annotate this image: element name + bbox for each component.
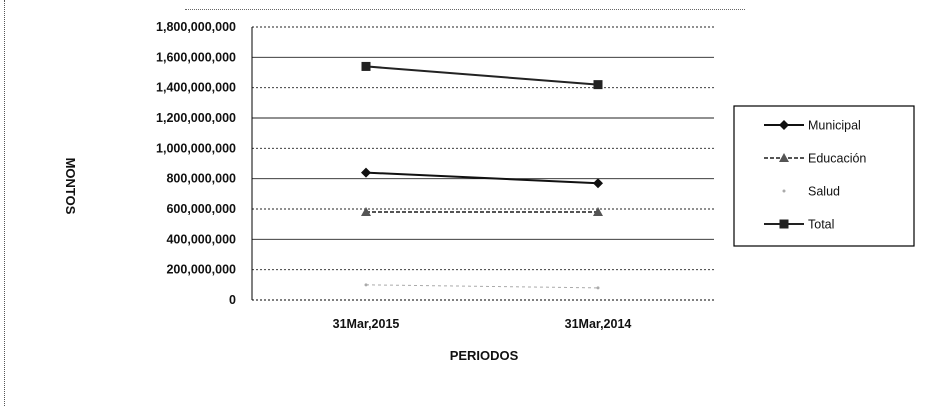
data-point-diamond bbox=[361, 167, 371, 178]
legend-item: Total bbox=[764, 218, 834, 232]
left-border bbox=[4, 0, 6, 406]
y-tick-label: 800,000,000 bbox=[166, 172, 236, 186]
legend-label: Educación bbox=[808, 152, 866, 166]
y-tick-label: 600,000,000 bbox=[166, 202, 236, 216]
data-point-diamond bbox=[593, 178, 603, 189]
y-tick-label: 400,000,000 bbox=[166, 232, 236, 246]
series-line bbox=[365, 284, 599, 289]
series-educacin bbox=[361, 207, 603, 217]
data-point-square bbox=[779, 219, 789, 229]
legend-label: Total bbox=[808, 218, 834, 232]
y-tick-label: 1,800,000,000 bbox=[156, 20, 236, 34]
data-point-square bbox=[593, 80, 603, 90]
y-tick-label: 1,600,000,000 bbox=[156, 50, 236, 64]
series-line bbox=[365, 65, 599, 86]
data-point-diamond bbox=[779, 120, 789, 130]
series-salud bbox=[364, 283, 600, 290]
data-point-triangle bbox=[593, 207, 603, 217]
y-axis-title: MONTOS bbox=[63, 158, 78, 215]
x-tick-label: 31Mar,2014 bbox=[565, 317, 632, 331]
x-axis-title: PERIODOS bbox=[450, 348, 519, 363]
series-line bbox=[365, 171, 599, 185]
data-point-square bbox=[361, 61, 371, 71]
series-lines bbox=[361, 61, 603, 290]
data-point bbox=[596, 286, 600, 290]
legend-box bbox=[733, 105, 915, 247]
legend-item: Educación bbox=[764, 152, 866, 166]
data-point bbox=[364, 283, 368, 287]
data-point-triangle bbox=[361, 207, 371, 217]
legend-item: Municipal bbox=[764, 119, 861, 133]
legend-item: Salud bbox=[782, 185, 840, 199]
legend-label: Salud bbox=[808, 185, 840, 199]
top-dotted-line bbox=[185, 9, 745, 10]
legend: Municipal Educación Salud Total bbox=[733, 105, 915, 247]
series-municipal bbox=[361, 167, 603, 189]
y-tick-label: 1,400,000,000 bbox=[156, 81, 236, 95]
axes: 0 200,000,000 400,000,000 600,000,000 800,00… bbox=[156, 20, 714, 331]
x-tick-label: 31Mar,2015 bbox=[333, 317, 400, 331]
legend-swatch-dot bbox=[782, 189, 786, 193]
gridlines bbox=[252, 26, 714, 271]
y-tick-label: 200,000,000 bbox=[166, 263, 236, 277]
y-tick-label: 0 bbox=[229, 293, 236, 307]
y-tick-label: 1,000,000,000 bbox=[156, 141, 236, 155]
data-point-triangle bbox=[779, 153, 789, 162]
y-tick-label: 1,200,000,000 bbox=[156, 111, 236, 125]
series-total bbox=[361, 61, 603, 90]
legend-label: Municipal bbox=[808, 119, 861, 133]
